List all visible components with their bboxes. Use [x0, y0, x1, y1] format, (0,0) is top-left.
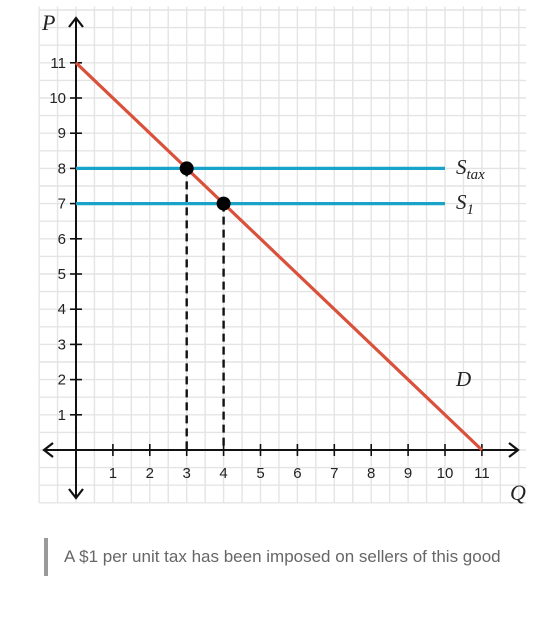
- x-axis-arrow-right: [508, 442, 520, 458]
- y-tick-label: 1: [58, 407, 66, 424]
- y-axis-arrow-up: [68, 16, 84, 28]
- labels: D Stax S1: [455, 155, 485, 391]
- y-tick-label: 8: [58, 160, 66, 177]
- y-tick-label: 5: [58, 266, 66, 283]
- y-tick-label: 11: [50, 55, 66, 72]
- y-axis-arrow-down: [68, 488, 84, 500]
- x-tick-label: 3: [183, 465, 191, 482]
- x-tick-label: 6: [293, 465, 301, 482]
- x-axis-label: Q: [510, 480, 526, 505]
- x-axis-arrow-left: [42, 442, 54, 458]
- x-tick-label: 5: [256, 465, 264, 482]
- y-tick-label: 4: [58, 301, 66, 318]
- y-tick-label: 7: [58, 196, 66, 213]
- x-tick-label: 4: [219, 465, 227, 482]
- series: [74, 61, 484, 452]
- caption-text: A $1 per unit tax has been imposed on se…: [64, 547, 501, 566]
- x-tick-label: 7: [330, 465, 338, 482]
- x-tick-label: 1: [109, 465, 117, 482]
- curve-label-s-1: S1: [456, 190, 474, 218]
- x-tick-label: 11: [474, 465, 490, 482]
- y-tick-label: 9: [58, 125, 66, 142]
- caption-box: A $1 per unit tax has been imposed on se…: [44, 538, 534, 576]
- equilibrium-point: [179, 161, 194, 176]
- y-tick-label: 6: [58, 231, 66, 248]
- y-tick-label: 2: [58, 372, 66, 389]
- x-tick-label: 9: [404, 465, 412, 482]
- y-axis-label: P: [41, 10, 55, 35]
- equilibrium-point: [216, 196, 231, 211]
- grid: [38, 6, 527, 504]
- curve-label-s-tax: Stax: [456, 155, 485, 183]
- x-tick-label: 8: [367, 465, 375, 482]
- curve-label-d: D: [455, 367, 471, 391]
- y-tick-label: 10: [49, 90, 66, 107]
- x-tick-label: 10: [437, 465, 454, 482]
- series-line-d: [74, 61, 484, 452]
- x-tick-label: 2: [146, 465, 154, 482]
- y-tick-label: 3: [58, 336, 66, 353]
